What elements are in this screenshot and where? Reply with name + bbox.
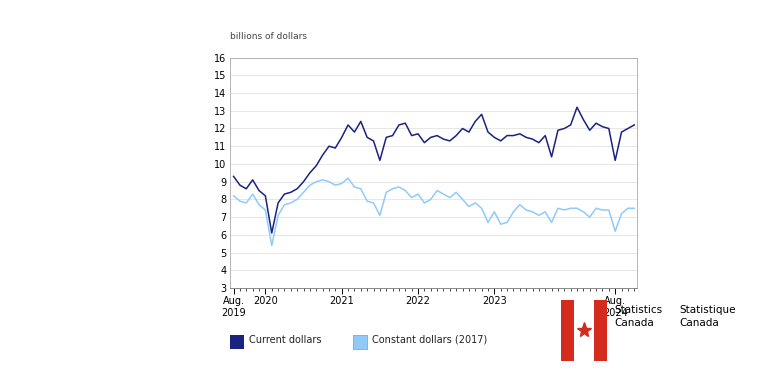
Text: Statistics
Canada: Statistics Canada xyxy=(614,305,663,328)
Text: billions of dollars: billions of dollars xyxy=(230,33,307,41)
Text: Constant dollars (2017): Constant dollars (2017) xyxy=(372,335,487,345)
Text: Statistique
Canada: Statistique Canada xyxy=(680,305,737,328)
Text: Current dollars: Current dollars xyxy=(249,335,321,345)
